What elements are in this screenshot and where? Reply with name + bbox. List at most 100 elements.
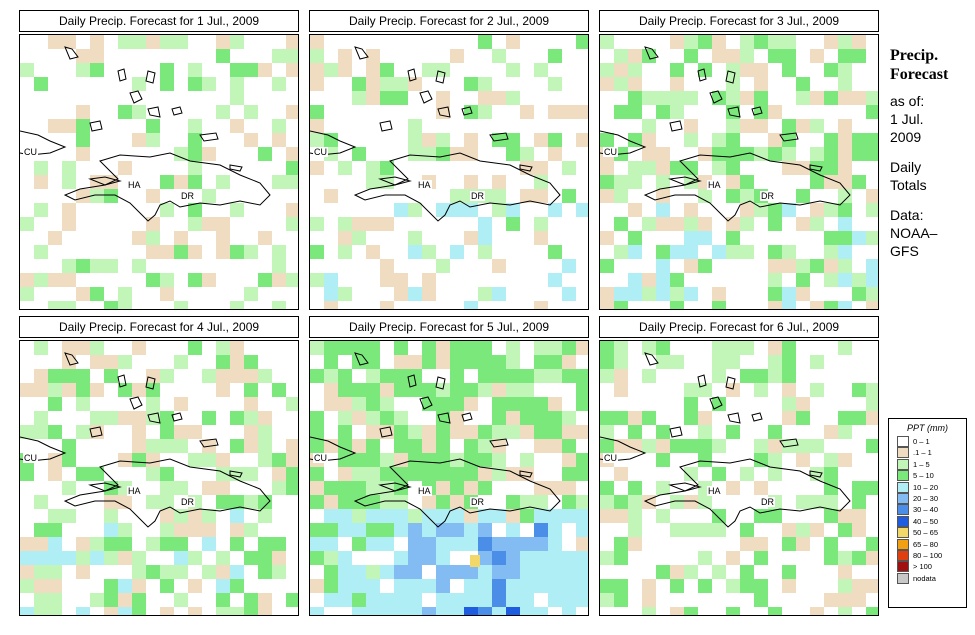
precip-cell <box>506 35 520 49</box>
precip-cell <box>712 341 726 355</box>
precip-cell <box>258 273 272 287</box>
precip-cell <box>338 439 352 453</box>
precip-cell <box>548 397 562 411</box>
coastline-path <box>171 412 183 422</box>
coastline-path <box>489 132 509 142</box>
precip-cell <box>768 369 782 383</box>
precip-cell <box>656 147 670 161</box>
precip-cell <box>796 91 810 105</box>
precip-cell <box>740 565 754 579</box>
precip-cell <box>712 509 726 523</box>
precip-cell <box>492 411 506 425</box>
precip-cell <box>436 607 450 615</box>
sidebar-title-line1: Precip. <box>890 47 939 64</box>
precip-cell <box>824 35 838 49</box>
precip-cell <box>244 551 258 565</box>
precip-cell <box>838 77 852 91</box>
precip-cell <box>852 551 866 565</box>
precip-cell <box>656 509 670 523</box>
precip-cell <box>146 453 160 467</box>
precip-cell <box>562 481 576 495</box>
precip-cell <box>562 509 576 523</box>
precip-cell <box>670 77 684 91</box>
precip-cell <box>796 411 810 425</box>
precip-cell <box>324 439 338 453</box>
precip-cell <box>852 147 866 161</box>
precip-cell <box>436 481 450 495</box>
legend-item: 5 – 10 <box>897 470 966 482</box>
precip-cell <box>132 439 146 453</box>
precip-cell <box>380 63 394 77</box>
precip-cell <box>810 301 824 309</box>
precip-cell <box>394 565 408 579</box>
precip-cell <box>286 35 298 49</box>
precip-cell <box>338 495 352 509</box>
precip-cell <box>202 217 216 231</box>
precip-cell <box>324 133 338 147</box>
precip-cell <box>286 161 298 175</box>
precip-cell <box>160 481 174 495</box>
precip-cell <box>380 453 394 467</box>
precip-cell <box>272 175 286 189</box>
precip-cell <box>76 383 90 397</box>
precip-cell <box>782 301 796 309</box>
precip-cell <box>366 467 380 481</box>
precip-cell <box>394 411 408 425</box>
precip-cell <box>866 397 878 411</box>
precip-cell <box>422 509 436 523</box>
precip-cell <box>118 593 132 607</box>
precip-cell <box>656 91 670 105</box>
precip-cell <box>408 133 422 147</box>
precip-cell <box>838 133 852 147</box>
precip-cell <box>132 383 146 397</box>
precip-cell <box>76 369 90 383</box>
precip-cell <box>34 551 48 565</box>
precip-cell <box>394 523 408 537</box>
precip-cell <box>838 593 852 607</box>
precip-cell <box>600 161 614 175</box>
precip-cell <box>90 63 104 77</box>
precip-cell <box>118 287 132 301</box>
precip-cell <box>810 217 824 231</box>
precip-cell <box>600 259 614 273</box>
precip-cell <box>712 133 726 147</box>
coastline-path <box>461 412 473 422</box>
precip-cell <box>366 217 380 231</box>
precip-cell <box>810 175 824 189</box>
precip-cell <box>422 397 436 411</box>
precip-cell <box>394 273 408 287</box>
precip-cell <box>48 231 62 245</box>
data-source-label: Data: <box>890 207 924 223</box>
precip-cell <box>684 383 698 397</box>
precip-cell <box>450 189 464 203</box>
precip-cell <box>810 495 824 509</box>
precip-cell <box>576 397 588 411</box>
precip-cell <box>310 495 324 509</box>
coastline-path <box>697 68 707 82</box>
precip-cell <box>394 77 408 91</box>
precip-cell <box>492 537 506 551</box>
precip-cell <box>684 467 698 481</box>
precip-cell <box>698 453 712 467</box>
precip-cell <box>244 63 258 77</box>
legend-swatch <box>897 458 909 470</box>
precip-cell <box>244 245 258 259</box>
precip-cell <box>642 91 656 105</box>
precip-cell <box>614 217 628 231</box>
precip-cell <box>796 119 810 133</box>
precip-cell <box>132 579 146 593</box>
precip-cell <box>754 537 768 551</box>
precip-cell <box>76 49 90 63</box>
precip-cell <box>338 481 352 495</box>
panel-title: Daily Precip. Forecast for 1 Jul., 2009 <box>19 10 299 32</box>
legend-item: 50 – 65 <box>897 527 966 539</box>
precip-cell <box>698 231 712 245</box>
precip-cell <box>838 579 852 593</box>
precip-cell <box>216 35 230 49</box>
legend-label: 20 – 30 <box>913 493 939 503</box>
precip-cell <box>562 467 576 481</box>
precip-cell <box>628 245 642 259</box>
coastline <box>600 46 851 222</box>
precip-cell <box>436 341 450 355</box>
precip-cell <box>866 105 878 119</box>
